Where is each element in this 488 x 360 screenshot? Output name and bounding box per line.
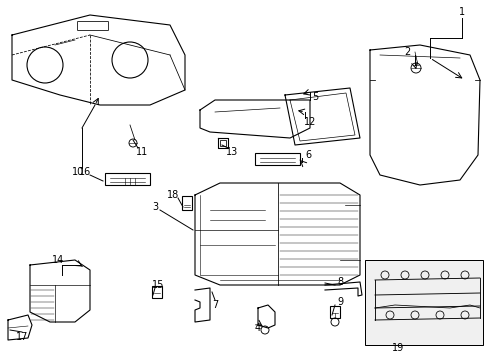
Bar bbox=[220, 140, 225, 146]
Text: 14: 14 bbox=[52, 255, 64, 265]
Text: 8: 8 bbox=[336, 277, 343, 287]
Text: 11: 11 bbox=[136, 147, 148, 157]
Text: 7: 7 bbox=[211, 300, 218, 310]
Text: 5: 5 bbox=[311, 92, 318, 102]
Text: 2: 2 bbox=[403, 47, 409, 57]
Bar bbox=[152, 286, 162, 298]
Text: 1: 1 bbox=[458, 7, 464, 17]
Text: 19: 19 bbox=[391, 343, 403, 353]
Text: 18: 18 bbox=[166, 190, 179, 200]
Text: 10: 10 bbox=[72, 167, 84, 177]
Text: 15: 15 bbox=[151, 280, 164, 290]
Text: 17: 17 bbox=[16, 332, 28, 342]
Bar bbox=[182, 196, 192, 210]
Text: 6: 6 bbox=[305, 150, 310, 160]
Text: 16: 16 bbox=[79, 167, 91, 177]
Text: 13: 13 bbox=[225, 147, 238, 157]
Text: 9: 9 bbox=[336, 297, 343, 307]
Bar bbox=[105, 173, 150, 185]
FancyBboxPatch shape bbox=[364, 260, 482, 345]
Bar bbox=[254, 153, 299, 165]
Bar bbox=[329, 306, 339, 318]
Text: 12: 12 bbox=[303, 117, 316, 127]
Text: 4: 4 bbox=[254, 323, 261, 333]
Text: 3: 3 bbox=[152, 202, 158, 212]
FancyBboxPatch shape bbox=[77, 22, 108, 31]
